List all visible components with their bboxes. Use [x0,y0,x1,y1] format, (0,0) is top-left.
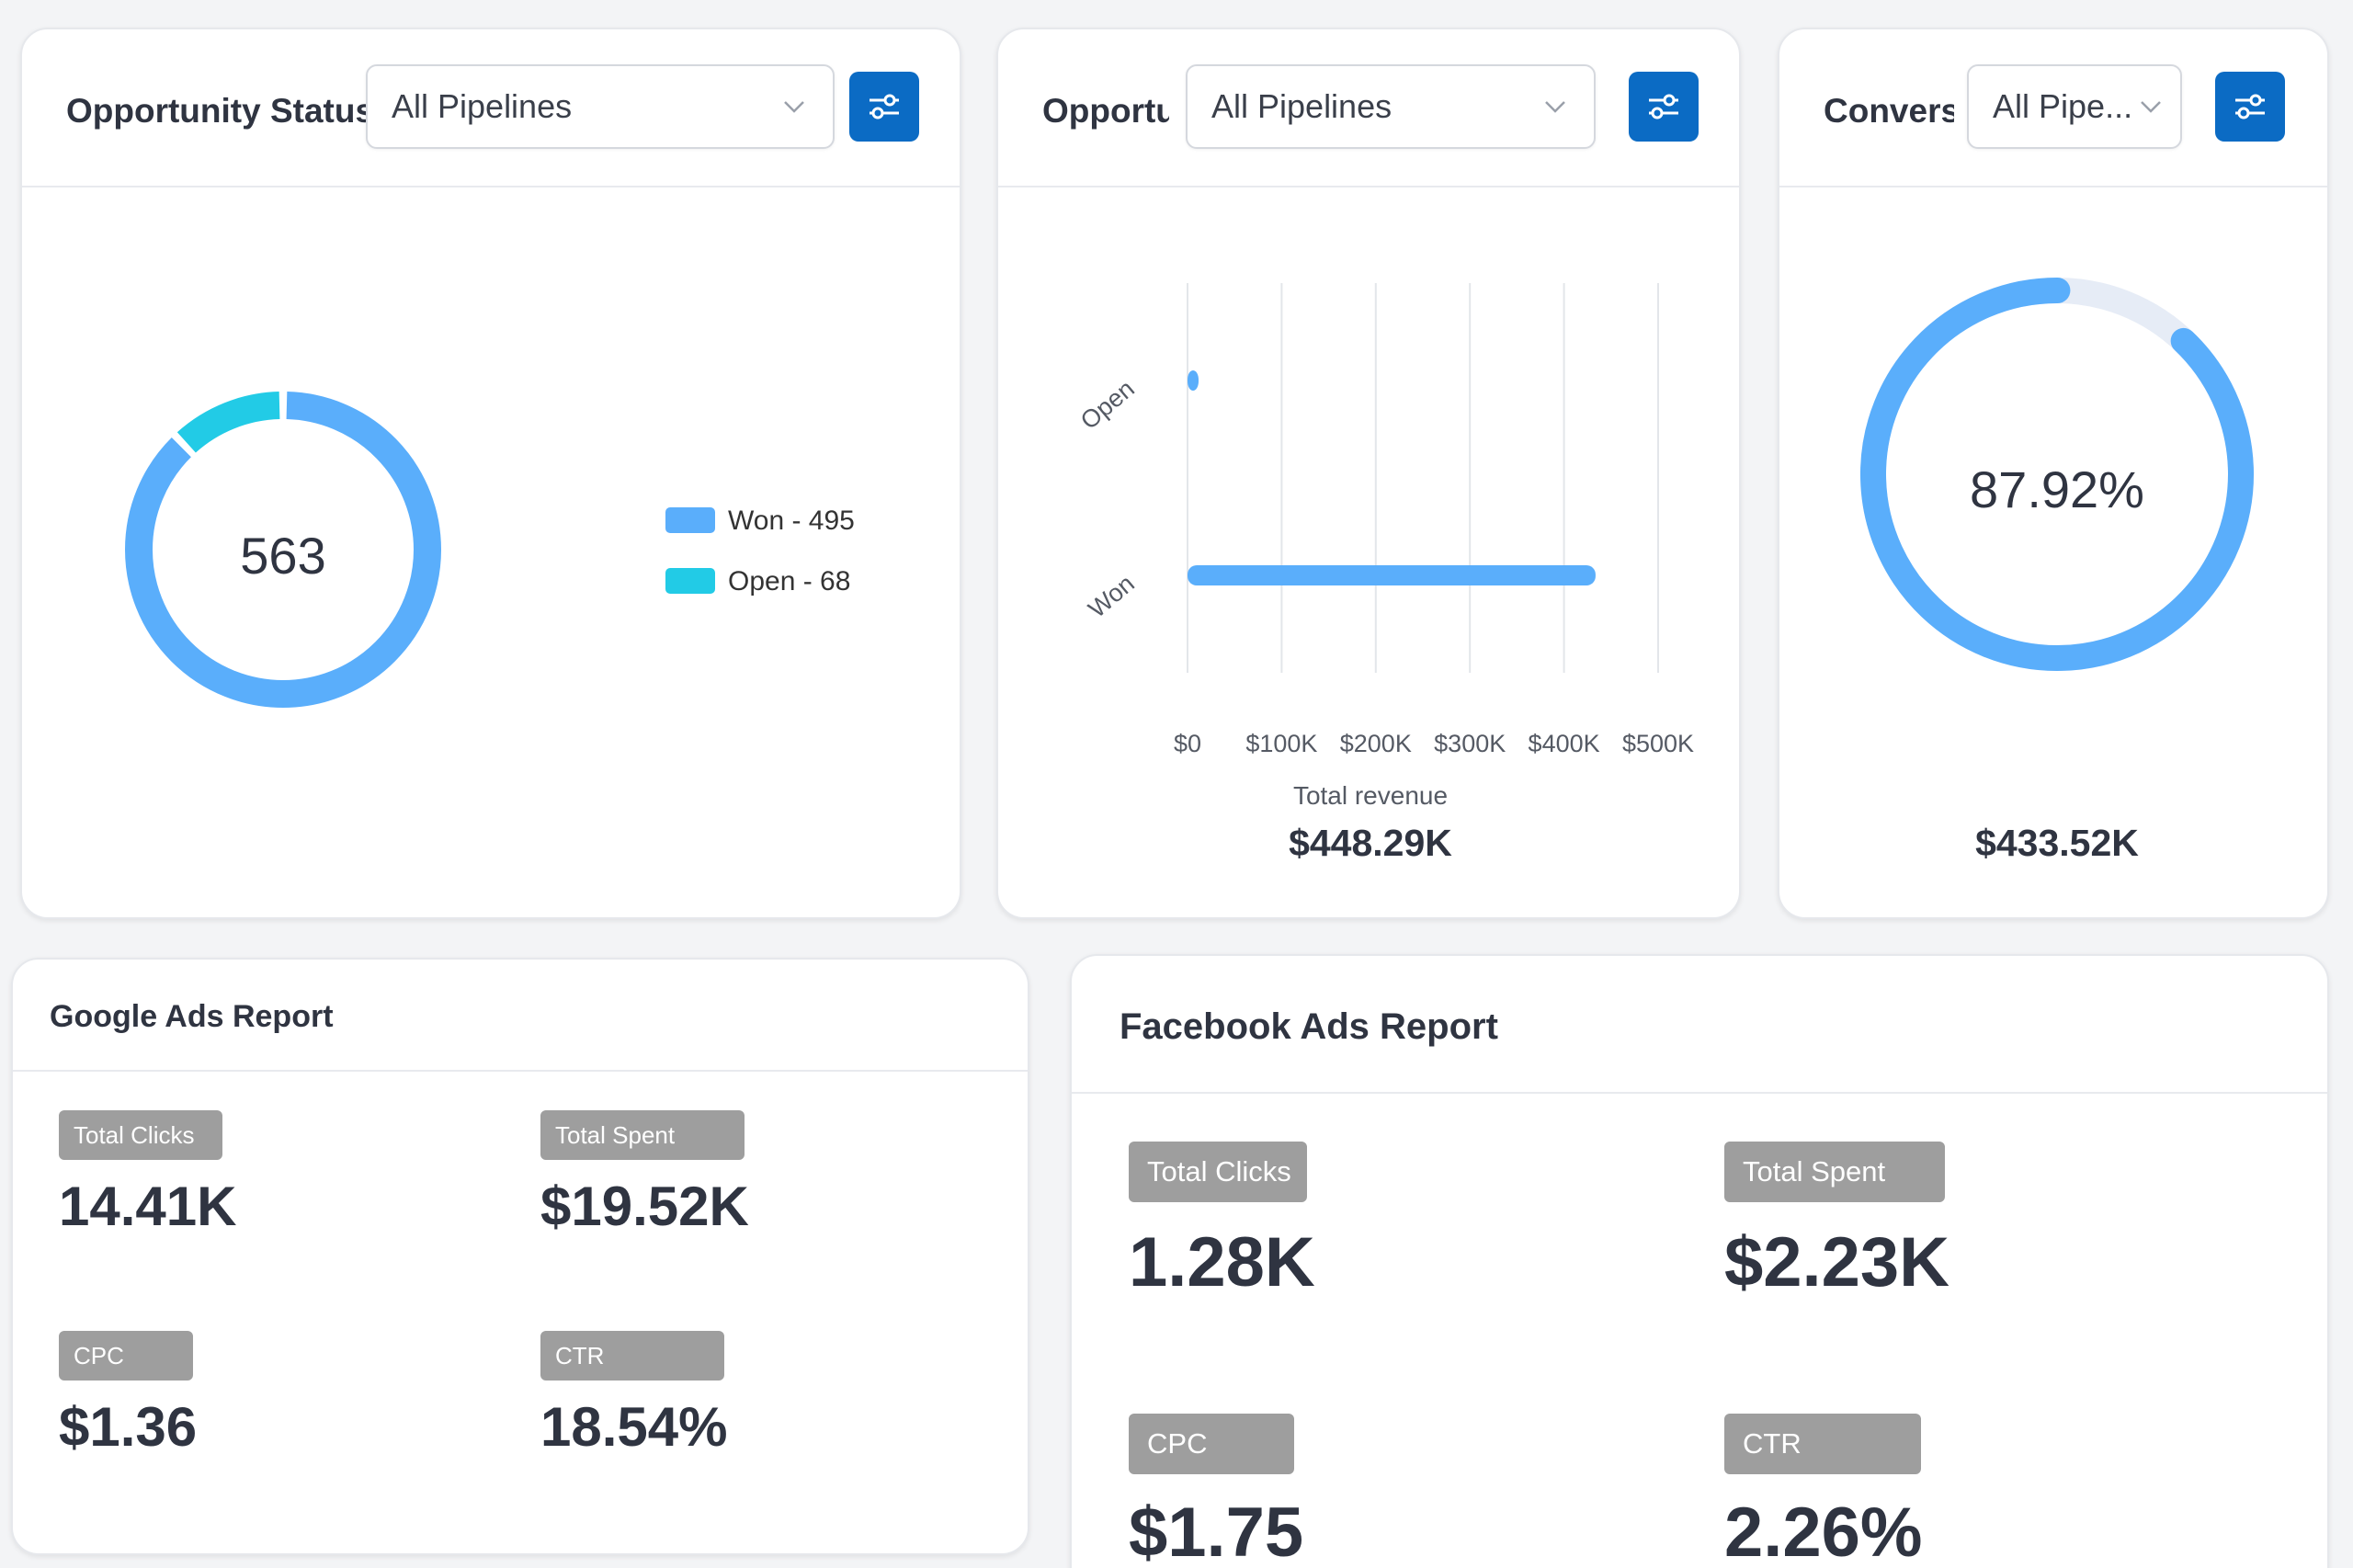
legend-item-open: Open - 68 [728,566,851,597]
chevron-down-icon [784,101,804,113]
pipeline-select[interactable]: All Pipelines [1186,64,1596,149]
x-tick-label: $400K [1529,730,1600,757]
card-title: Facebook Ads Report [1120,1006,1498,1047]
donut-total: 563 [240,527,326,585]
ctr-value: 18.54% [540,1396,728,1458]
cpc-label: CPC [59,1331,193,1381]
bar-won [1188,565,1596,585]
y-category-label: Won [1083,570,1139,623]
pipeline-select[interactable]: All Pipe... [1967,64,2182,149]
conversion-gauge [1860,278,2254,671]
donut-segment-won [125,392,441,708]
conversion-percent: 87.92% [1970,460,2144,518]
card-header [1779,29,2327,187]
x-tick-label: $0 [1174,730,1201,757]
pipeline-select[interactable]: All Pipelines [366,64,835,149]
cpc-label: CPC [1129,1414,1294,1474]
opportunity-value-card: Opportunity Value All Pipelines $0$100K$… [996,28,1741,919]
card-header [998,29,1739,187]
x-tick-label: $500K [1622,730,1694,757]
revenue-bar-chart: $0 $100K $200K $300K $400K $500K Open Won [1075,283,1694,757]
google-ads-card: Google Ads Report Total Clicks 14.41K To… [11,958,1029,1555]
card-title: Opportunity Value [1042,92,1169,130]
revenue-total: $448.29K [1289,822,1452,864]
opportunity-status-card: Opportunity Status All Pipelines 563 Won… [20,28,961,919]
filter-button[interactable] [1629,72,1699,142]
filter-sliders-icon [2235,94,2265,119]
ctr-value: 2.26% [1724,1494,1923,1568]
card-title: Conversion Rate [1824,92,1954,130]
gauge-progress [1860,278,2254,671]
chevron-down-icon [1545,101,1565,113]
total-clicks-value: 1.28K [1129,1223,1315,1301]
x-tick-label: $100K [1245,730,1317,757]
total-clicks-value: 14.41K [59,1176,237,1237]
conversion-amount: $433.52K [1975,822,2139,864]
conversion-rate-card: Conversion Rate All Pipe... 87.92% $433.… [1778,28,2329,919]
card-title: Google Ads Report [50,999,334,1034]
filter-sliders-icon [1649,94,1678,119]
total-spent-label: Total Spent [1724,1142,1945,1202]
x-tick-label: $200K [1340,730,1412,757]
total-clicks-label: Total Clicks [59,1110,222,1160]
legend-swatch-won [665,507,715,533]
filter-sliders-icon [870,94,899,119]
facebook-ads-card: Facebook Ads Report Total Clicks 1.28K T… [1070,954,2329,1568]
legend-item-won: Won - 495 [728,506,855,536]
ctr-label: CTR [1724,1414,1921,1474]
y-category-label: Open [1075,375,1140,435]
filter-button[interactable] [849,72,919,142]
pipeline-select-value: All Pipelines [392,87,573,125]
total-spent-value: $19.52K [540,1176,749,1237]
total-spent-label: Total Spent [540,1110,745,1160]
total-clicks-label: Total Clicks [1129,1142,1307,1202]
pipeline-select-value: All Pipelines [1211,87,1392,125]
x-tick-label: $300K [1434,730,1506,757]
total-spent-value: $2.23K [1724,1223,1950,1301]
bar-open [1188,370,1199,391]
status-donut-chart [125,392,441,708]
pipeline-select-value: All Pipe... [1993,87,2133,125]
chevron-down-icon [2141,101,2161,113]
card-header [13,960,1028,1072]
ctr-label: CTR [540,1331,724,1381]
legend-swatch-open [665,568,715,594]
filter-button[interactable] [2215,72,2285,142]
cpc-value: $1.36 [59,1396,198,1458]
card-title: Opportunity Status [66,92,369,130]
chart-caption: Total revenue [1292,781,1449,810]
card-header [1072,956,2327,1094]
card-header [22,29,960,187]
cpc-value: $1.75 [1129,1494,1304,1568]
